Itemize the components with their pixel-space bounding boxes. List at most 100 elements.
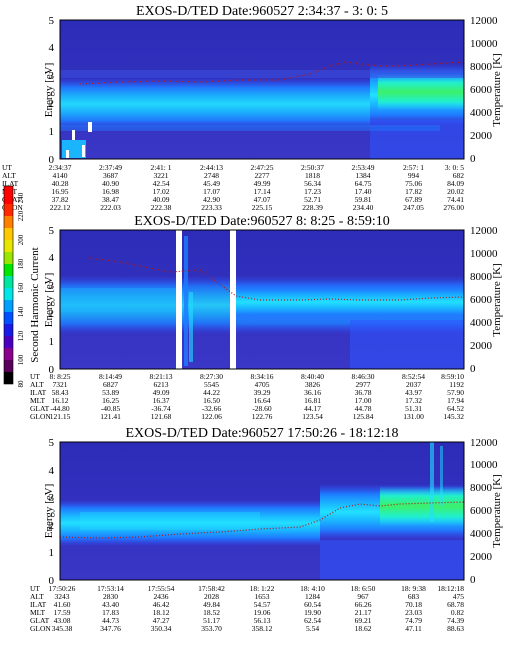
- panel-2-ylabel: Energy [eV]: [43, 273, 55, 327]
- panel-2-cell: 8:59:10: [441, 372, 464, 381]
- panel-1-cell: 49.99: [254, 179, 271, 188]
- panel-3-cell: 3243: [55, 592, 70, 601]
- panel-1-y2tick: 12000: [470, 15, 498, 27]
- panel-1-cell: 276.00: [443, 203, 464, 212]
- panel-1-cell: 17.82: [405, 187, 422, 196]
- panel-3-ytick: 1: [49, 547, 55, 559]
- panel-3-cell: 47.11: [405, 624, 422, 633]
- panel-1-cell: 2:47:25: [251, 163, 274, 172]
- panel-1-right-ticks: 0 2000 4000 6000 8000 10000 12000: [470, 15, 498, 165]
- panel-2-cell: 8: 8:25: [49, 372, 70, 381]
- panel-1-cell: 45.49: [203, 179, 220, 188]
- panel-2-cell: 17.32: [405, 396, 422, 405]
- panel-3-cell: 43.40: [102, 600, 119, 609]
- panel-1-title: EXOS-D/TED Date:960527 2:34:37 - 3: 0: 5: [136, 4, 388, 19]
- panel-1-ytick: 3: [49, 70, 55, 82]
- panel-1-cell: 2:37:49: [99, 163, 122, 172]
- panel-3-cell: 1653: [255, 592, 270, 601]
- colorbar-tick: 200: [17, 234, 25, 245]
- panel-3-y2tick: 0: [470, 574, 476, 586]
- panel-1-cell: 38.47: [102, 195, 119, 204]
- panel-1-y2tick: 0: [470, 153, 476, 165]
- panel-1-cell: 222.03: [100, 203, 121, 212]
- panel-3-cell: 967: [357, 592, 369, 601]
- panel-1-cell: 2:50:37: [301, 163, 324, 172]
- panel-1-table: UT ALT ILAT MLT GLAT GLON 2:34:37 2:37:4…: [2, 163, 464, 212]
- panel-3-ylabel: Energy [eV]: [43, 484, 55, 538]
- panel-1-cell: 1384: [356, 171, 371, 180]
- colorbar-ticks: 80 100 120 140 160 180 200 220 240: [17, 192, 25, 387]
- panel-2-cell: -36.74: [151, 404, 171, 413]
- panel-3-cell: 17:50:26: [49, 584, 76, 593]
- panel-3-y2tick: 8000: [470, 482, 493, 494]
- panel-3-cell: 44.73: [102, 616, 119, 625]
- colorbar-tick: 80: [17, 380, 25, 388]
- panel-1-cell: 84.09: [447, 179, 464, 188]
- panel-3-cell: 49.84: [203, 600, 220, 609]
- panel-1-cell: 40.28: [52, 179, 69, 188]
- panel-2-cell: 16.12: [52, 396, 69, 405]
- panel-1-cell: 40.90: [102, 179, 119, 188]
- panel-3-cell: 18: 1:22: [250, 584, 275, 593]
- panel-1-ylabel-right: Temperature [K]: [491, 53, 503, 126]
- panel-2-cell: 4705: [255, 380, 270, 389]
- panel-3-ytick: 0: [49, 575, 55, 587]
- panel-1-ytick: 0: [49, 154, 55, 166]
- panel-3-cell: 17.83: [102, 608, 119, 617]
- panel-2-cell: 8:40:40: [301, 372, 324, 381]
- panel-1-cell: 16.95: [52, 187, 69, 196]
- panel-3: 0 1 2 3 4 5 0 2000 4000 6000 8000 10000 …: [30, 426, 503, 633]
- panel-2-cell: 49.09: [153, 388, 170, 397]
- panel-2-ytick: 2: [49, 308, 55, 320]
- panel-2-y2tick: 0: [470, 363, 476, 375]
- panel-3-cell: 21.17: [355, 608, 372, 617]
- panel-3-cell: 358.12: [252, 624, 273, 633]
- panel-2-cell: -40.85: [101, 404, 121, 413]
- panel-1-cell: 16.98: [102, 187, 119, 196]
- panel-2-cell: 8:27:30: [200, 372, 223, 381]
- panel-2-cell: 44.78: [355, 404, 372, 413]
- panel-1-cell: 56.34: [304, 179, 321, 188]
- panel-2-cell: -44.80: [50, 404, 70, 413]
- panel-1-cell: 40.09: [153, 195, 170, 204]
- panel-2-cell: -32.66: [202, 404, 222, 413]
- panel-1-cell: 2:44:13: [200, 163, 223, 172]
- panel-1-cell: 74.41: [447, 195, 464, 204]
- panel-2-row-label: ALT: [30, 380, 44, 389]
- panel-2-cell: 122.76: [252, 412, 273, 421]
- panel-3-cell: 345.38: [52, 624, 73, 633]
- panel-1-ylabel: Energy [eV]: [43, 63, 55, 117]
- panel-1-cell: 17.07: [203, 187, 220, 196]
- panel-1-cell: 682: [453, 171, 465, 180]
- panel-1-cell: 2:41: 1: [150, 163, 171, 172]
- panel-2-left-ticks: 0 1 2 3 4 5: [49, 225, 55, 376]
- panel-1-cell: 3: 0: 5: [445, 163, 464, 172]
- panel-2-y2tick: 2000: [470, 340, 493, 352]
- panel-1-frame: [59, 19, 465, 160]
- panel-3-cell: 350.34: [151, 624, 172, 633]
- colorbar-tick: 120: [17, 330, 25, 341]
- panel-3-ytick: 4: [49, 465, 55, 477]
- panel-1-cell: 223.33: [201, 203, 222, 212]
- panel-1-row-label: ILAT: [2, 179, 19, 188]
- panel-2-frame: [59, 229, 465, 370]
- panel-2-cell: 16.25: [102, 396, 119, 405]
- panel-3-cell: 68.78: [447, 600, 464, 609]
- panel-3-cell: 17:55:54: [148, 584, 175, 593]
- panel-3-row-label: GLON: [30, 624, 51, 633]
- panel-3-cell: 56.13: [254, 616, 271, 625]
- panel-3-cell: 62.54: [304, 616, 321, 625]
- panel-1-cell: 42.54: [153, 179, 170, 188]
- panel-2-cell: 51.31: [405, 404, 422, 413]
- panel-3-cell: 18.52: [203, 608, 220, 617]
- panel-3-frame: [59, 441, 465, 581]
- panel-1-cell: 234.40: [353, 203, 374, 212]
- panel-2-cell: 2037: [406, 380, 421, 389]
- panel-2-cell: 16.37: [153, 396, 170, 405]
- panel-3-cell: 2436: [154, 592, 169, 601]
- panel-2-cell: 36.16: [304, 388, 321, 397]
- panel-3-cell: 18: 6:50: [351, 584, 376, 593]
- panel-3-cell: 17.59: [54, 608, 71, 617]
- panel-1-cell: 222.38: [151, 203, 172, 212]
